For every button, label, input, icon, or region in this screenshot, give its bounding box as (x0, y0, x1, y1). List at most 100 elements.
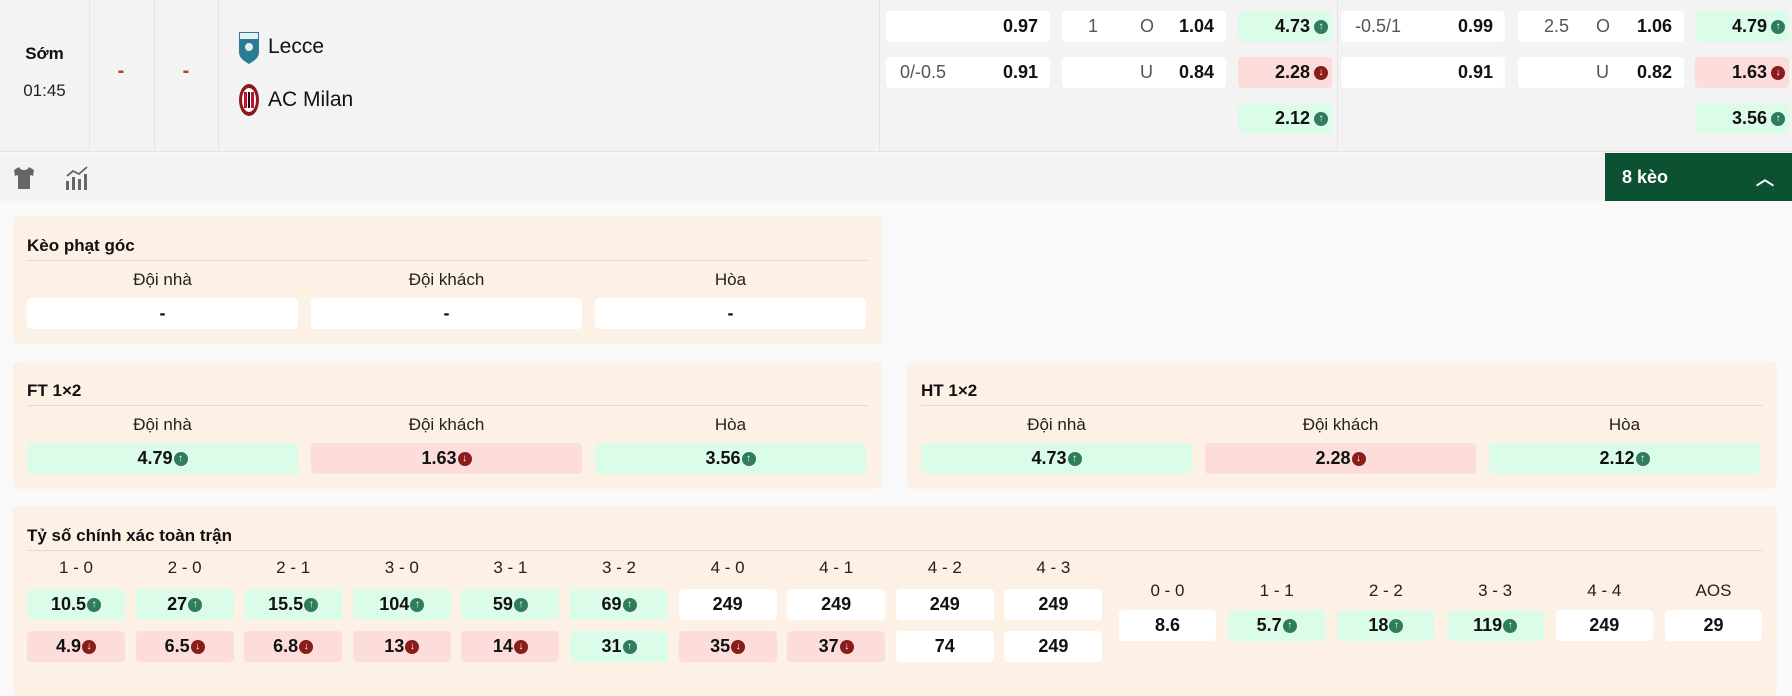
odds-cell[interactable]: 0/-0.5 0.91 (886, 57, 1050, 88)
odds-value: 249 (929, 594, 960, 614)
odds-value: 69 (601, 594, 622, 614)
odds-cell[interactable]: 31 ↑ (570, 631, 668, 662)
odds-cell[interactable]: 119 ↑ (1446, 610, 1544, 641)
odds-cell[interactable]: 1.63 ↓ (1695, 57, 1789, 88)
odds-cell[interactable]: 8.6 (1119, 610, 1216, 641)
odds-cell[interactable]: 2.5 O 1.06 (1518, 11, 1684, 42)
odds-cell[interactable]: 2.28 ↓ (1238, 57, 1332, 88)
arrow-up-icon: ↑ (1635, 451, 1650, 466)
odds-cell[interactable]: 35 ↓ (678, 631, 777, 662)
odds-value: 0.82 (1636, 62, 1672, 82)
odds-cell[interactable]: 69 ↑ (570, 589, 668, 620)
toolbar (0, 153, 1792, 201)
column-header: Đội nhà (1027, 415, 1086, 434)
odds-cell[interactable]: 0.97 (886, 11, 1050, 42)
ft-1x2-panel: FT 1×2 Đội nhà Đội khách Hòa 4.79 ↑ 1.63 ↓ 3.56… (13, 361, 882, 489)
divider (1337, 0, 1338, 152)
more-odds-button[interactable]: 8 kèo ︿ (1605, 153, 1792, 201)
odds-cell[interactable]: 0.91 (1341, 57, 1505, 88)
odds-cell[interactable]: 37 ↓ (787, 631, 886, 662)
odds-cell[interactable]: 3.56 ↑ (1695, 103, 1789, 134)
odds-cell[interactable]: 15.5 ↑ (244, 589, 343, 620)
odds-cell[interactable]: 29 (1665, 610, 1762, 641)
arrow-down-icon: ↓ (82, 639, 97, 654)
odds-cell[interactable]: 2.12 ↑ (1489, 443, 1760, 474)
odds-value: 249 (1589, 615, 1620, 635)
odds-value: 35 (710, 636, 731, 656)
arrow-up-icon: ↑ (1067, 451, 1082, 466)
arrow-up-icon: ↑ (1314, 111, 1328, 126)
arrow-down-icon: ↓ (1771, 65, 1785, 80)
column-header: Hòa (714, 415, 747, 434)
odds-cell[interactable]: 6.5 ↓ (135, 631, 234, 662)
odds-value: 15.5 (268, 594, 304, 614)
score-header: 1 - 1 (1259, 581, 1294, 600)
arrow-down-icon: ↓ (731, 639, 746, 654)
odds-cell[interactable]: U 0.82 (1518, 57, 1684, 88)
odds-cell[interactable]: 2.28 ↓ (1205, 443, 1476, 474)
handicap-line: 0/-0.5 (900, 62, 947, 82)
odds-value: 14 (492, 636, 513, 656)
match-status: Sớm (25, 44, 64, 63)
divider (154, 0, 155, 152)
odds-cell[interactable]: - (595, 298, 866, 329)
odds-cell[interactable]: 4.73 ↑ (921, 443, 1192, 474)
odds-cell[interactable]: 14 ↓ (461, 631, 560, 662)
odds-value: 6.5 (164, 636, 190, 656)
arrow-down-icon: ↓ (405, 639, 420, 654)
arrow-up-icon: ↑ (1314, 19, 1328, 34)
odds-cell[interactable]: -0.5/1 0.99 (1341, 11, 1505, 42)
odds-cell[interactable]: 6.8 ↓ (244, 631, 343, 662)
odds-cell[interactable]: 249 (1004, 589, 1103, 620)
arrow-up-icon: ↑ (87, 597, 102, 612)
arrow-up-icon: ↑ (622, 639, 637, 654)
column-header: Đội khách (1302, 415, 1379, 434)
panel-title: FT 1×2 (27, 381, 82, 400)
odds-value: 4.79 (137, 448, 173, 468)
odds-cell[interactable]: - (311, 298, 582, 329)
odds-cell[interactable]: 4.73 ↑ (1238, 11, 1332, 42)
odds-value: 6.8 (273, 636, 299, 656)
odds-cell[interactable]: 10.5 ↑ (27, 589, 125, 620)
score-header: 0 - 0 (1150, 581, 1185, 600)
odds-cell[interactable]: 249 (1555, 610, 1653, 641)
odds-value: - (443, 303, 450, 323)
odds-cell[interactable]: 2.12 ↑ (1238, 103, 1332, 134)
odds-value: 4.9 (55, 636, 82, 656)
odds-cell[interactable]: 59 ↑ (461, 589, 560, 620)
column-header: Hòa (1608, 415, 1641, 434)
chart-icon[interactable] (64, 165, 90, 191)
ac-milan-crest-icon (239, 84, 259, 116)
odds-value: 37 (818, 636, 839, 656)
home-score: - (117, 60, 125, 82)
odds-cell[interactable]: 4.79 ↑ (27, 443, 298, 474)
odds-cell[interactable]: 4.79 ↑ (1695, 11, 1789, 42)
odds-cell[interactable]: 3.56 ↑ (595, 443, 866, 474)
odds-cell[interactable]: 74 (895, 631, 994, 662)
odds-cell[interactable]: - (27, 298, 298, 329)
home-team[interactable]: Lecce (238, 30, 324, 64)
odds-cell[interactable]: 104 ↑ (352, 589, 451, 620)
column-header: Đội nhà (133, 415, 192, 434)
odds-cell[interactable]: 4.9 ↓ (27, 631, 125, 662)
away-team[interactable]: AC Milan (238, 83, 353, 117)
jersey-icon[interactable] (13, 166, 35, 190)
odds-cell[interactable]: 18 ↑ (1337, 610, 1435, 641)
odds-cell[interactable]: 13 ↓ (352, 631, 451, 662)
odds-cell[interactable]: 1 O 1.04 (1062, 11, 1226, 42)
odds-cell[interactable]: 1.63 ↓ (311, 443, 582, 474)
score-header: 3 - 0 (384, 558, 419, 577)
odds-cell[interactable]: 27 ↑ (135, 589, 234, 620)
arrow-up-icon: ↑ (1503, 618, 1518, 633)
odds-cell[interactable]: 249 (787, 589, 886, 620)
arrow-up-icon: ↑ (188, 597, 203, 612)
odds-value: 31 (601, 636, 622, 656)
odds-cell[interactable]: 249 (678, 589, 777, 620)
odds-cell[interactable]: 249 (895, 589, 994, 620)
odds-cell[interactable]: 249 (1004, 631, 1103, 662)
away-team-name: AC Milan (268, 88, 354, 111)
odds-cell[interactable]: U 0.84 (1062, 57, 1226, 88)
score-header: 3 - 2 (601, 558, 637, 577)
odds-cell[interactable]: 5.7 ↑ (1228, 610, 1326, 641)
odds-value: 0.91 (1457, 62, 1493, 82)
